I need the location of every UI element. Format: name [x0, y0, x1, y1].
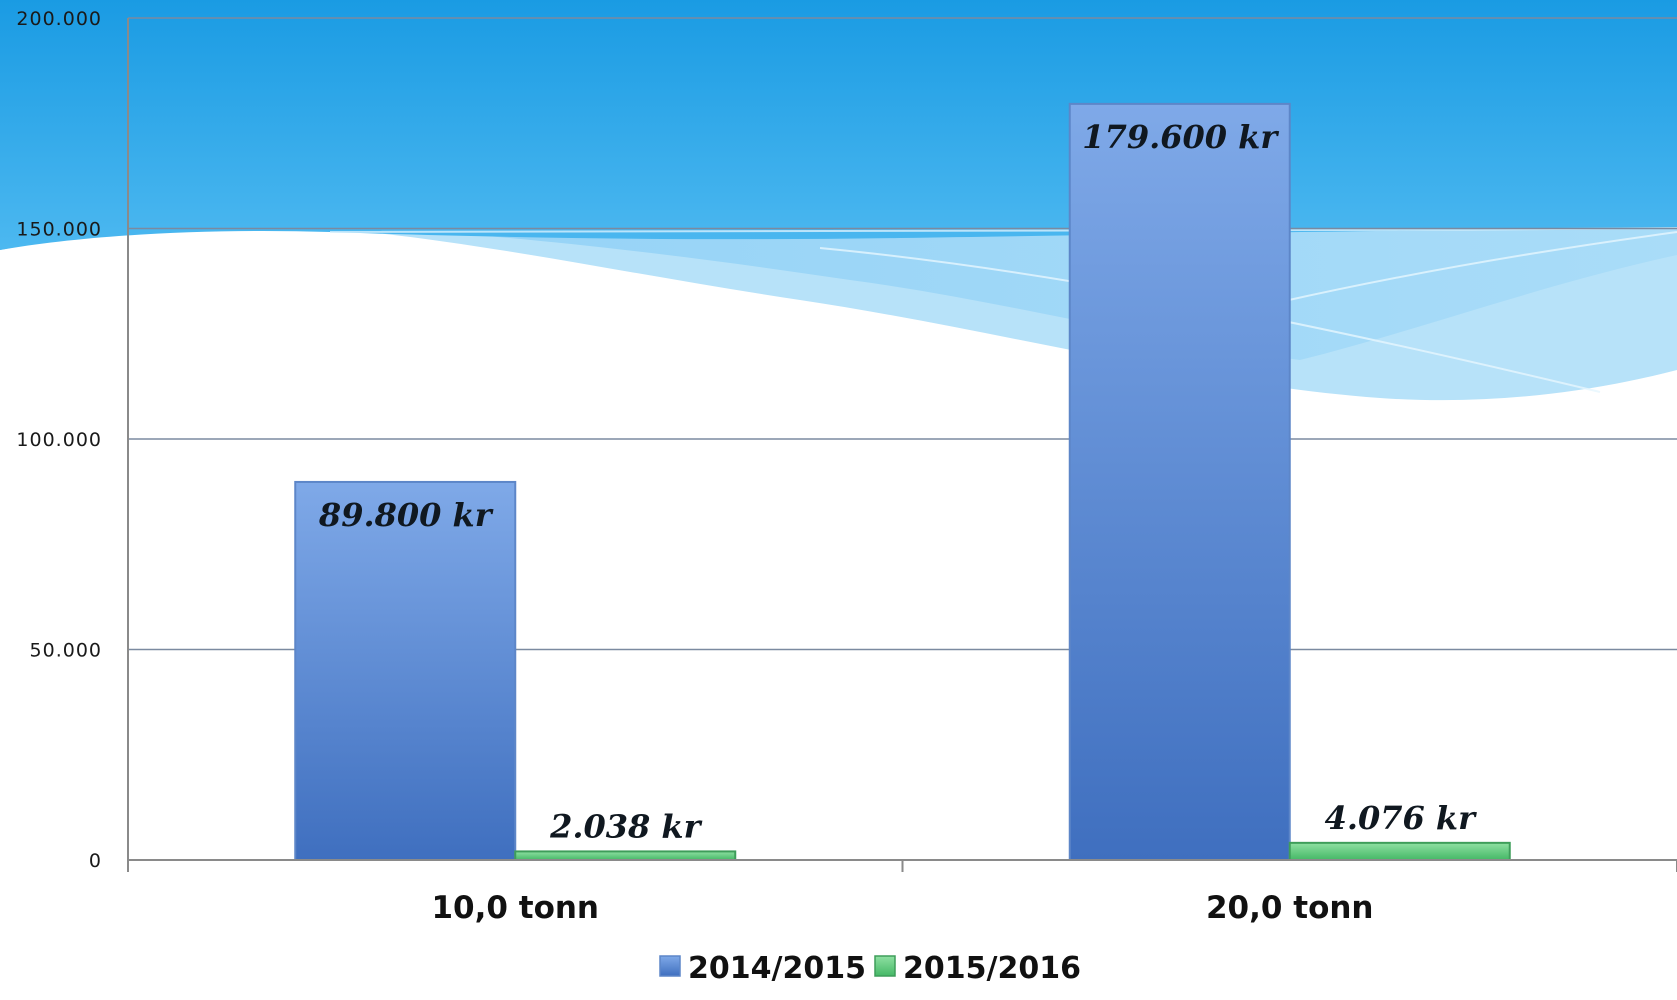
data-label: 179.600 kr — [1082, 118, 1279, 156]
y-tick-label: 200.000 — [16, 8, 102, 30]
legend-swatch — [874, 955, 896, 977]
y-tick-label: 50.000 — [30, 640, 102, 662]
legend-label: 2014/2015 — [688, 951, 866, 986]
legend-label: 2015/2016 — [903, 951, 1081, 986]
data-label: 2.038 kr — [549, 807, 703, 845]
legend-swatch — [659, 955, 681, 977]
data-label: 4.076 kr — [1325, 799, 1478, 837]
bar-2014-2015-1 — [1068, 102, 1291, 862]
y-tick-label: 0 — [89, 850, 102, 872]
x-category-label: 10,0 tonn — [431, 890, 599, 926]
bar-2015-2016-1 — [1288, 841, 1511, 861]
bar-2014-2015-0 — [294, 480, 517, 861]
y-tick-label: 100.000 — [16, 429, 102, 451]
x-category-label: 20,0 tonn — [1206, 890, 1374, 926]
y-tick-label: 150.000 — [16, 219, 102, 241]
data-label: 89.800 kr — [318, 496, 494, 534]
bar-2015-2016-0 — [514, 850, 737, 862]
